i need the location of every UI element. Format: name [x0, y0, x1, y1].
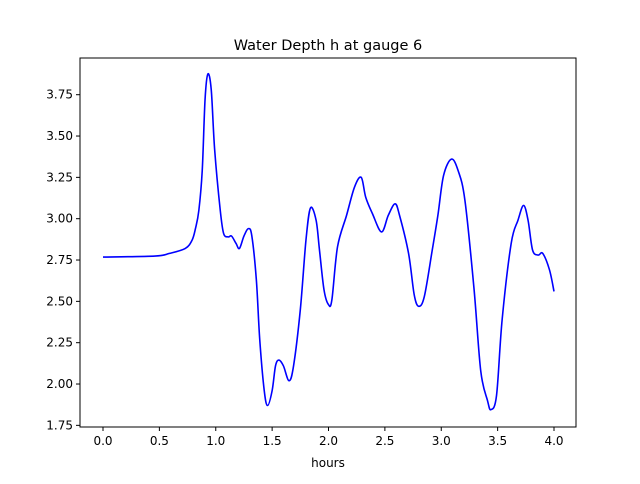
y-axis: 1.75 2.00 2.25 2.50 2.75 3.00 3.25 3.50 3.75	[46, 88, 80, 432]
chart-title: Water Depth h at gauge 6	[234, 38, 422, 54]
x-tick-label: 3.5	[488, 434, 507, 448]
x-tick-label: 2.0	[319, 434, 338, 448]
x-tick-label: 0.0	[93, 434, 112, 448]
x-axis: 0.0 0.5 1.0 1.5 2.0 2.5 3.0 3.5 4.0	[93, 427, 564, 448]
y-tick-label: 3.75	[46, 88, 73, 102]
x-tick-label: 3.0	[432, 434, 451, 448]
y-tick-label: 3.50	[46, 129, 73, 143]
y-tick-label: 3.00	[46, 212, 73, 226]
x-tick-label: 0.5	[150, 434, 169, 448]
y-tick-label: 2.75	[46, 253, 73, 267]
x-axis-label: hours	[311, 456, 345, 470]
x-tick-label: 1.5	[263, 434, 282, 448]
y-tick-label: 2.25	[46, 336, 73, 350]
x-tick-label: 2.5	[375, 434, 394, 448]
y-tick-label: 2.50	[46, 294, 73, 308]
y-tick-label: 3.25	[46, 170, 73, 184]
y-tick-label: 1.75	[46, 418, 73, 432]
series-line-h	[102, 72, 555, 411]
axes-frame	[79, 57, 577, 428]
y-tick-label: 2.00	[46, 377, 73, 391]
series-group	[102, 72, 555, 411]
x-tick-label: 4.0	[544, 434, 563, 448]
x-tick-label: 1.0	[206, 434, 225, 448]
